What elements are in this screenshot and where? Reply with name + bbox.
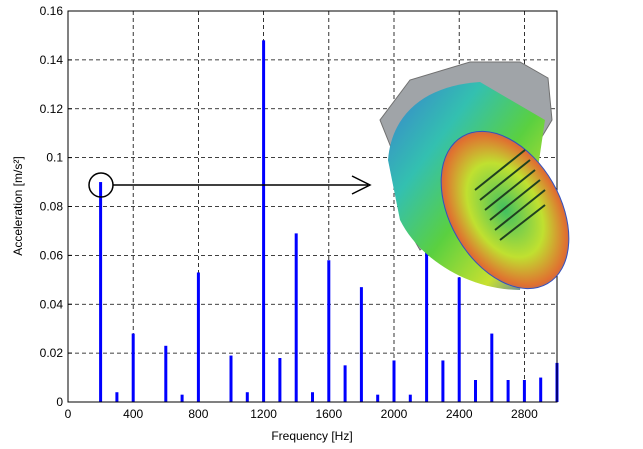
bar	[230, 356, 233, 402]
x-tick-label: 0	[65, 407, 72, 421]
bar	[262, 40, 265, 402]
y-tick-label: 0.08	[40, 200, 64, 214]
bar	[197, 272, 200, 402]
bar	[409, 395, 412, 402]
y-tick-label: 0.04	[40, 297, 64, 311]
bar	[376, 395, 379, 402]
chart: 0 0.02 0.04 0.06 0.08 0.1 0.12 0.14 0.16 0 400 800 1…	[0, 0, 643, 449]
bar	[539, 378, 542, 402]
x-tick-label: 400	[123, 407, 143, 421]
y-tick-label: 0.02	[40, 346, 64, 360]
bar	[295, 233, 298, 402]
bar	[523, 380, 526, 402]
y-tick-label: 0.06	[40, 248, 64, 262]
bar	[164, 346, 167, 402]
y-tick-label: 0	[56, 395, 63, 409]
x-tick-label: 2800	[511, 407, 538, 421]
y-tick-label: 0.14	[40, 53, 64, 67]
bar	[311, 392, 314, 402]
x-tick-label: 1600	[315, 407, 342, 421]
x-tick-label: 1200	[250, 407, 277, 421]
bar	[458, 277, 461, 402]
bar	[360, 287, 363, 402]
bar	[132, 334, 135, 402]
x-tick-label: 2400	[446, 407, 473, 421]
x-axis-label: Frequency [Hz]	[271, 429, 352, 443]
bar	[115, 392, 118, 402]
x-tick-label: 2000	[381, 407, 408, 421]
y-tick-label: 0.1	[46, 151, 63, 165]
y-axis-label: Acceleration [m/s²]	[11, 156, 25, 255]
bar	[327, 260, 330, 402]
bar	[474, 380, 477, 402]
bar	[344, 365, 347, 402]
bar	[99, 182, 102, 402]
y-tick-label: 0.12	[40, 102, 64, 116]
bar	[246, 392, 249, 402]
bar	[278, 358, 281, 402]
bar	[507, 380, 510, 402]
bar	[490, 334, 493, 402]
bar	[441, 360, 444, 402]
y-tick-label: 0.16	[40, 4, 64, 18]
x-tick-label: 800	[188, 407, 208, 421]
bar	[393, 360, 396, 402]
bar	[181, 395, 184, 402]
